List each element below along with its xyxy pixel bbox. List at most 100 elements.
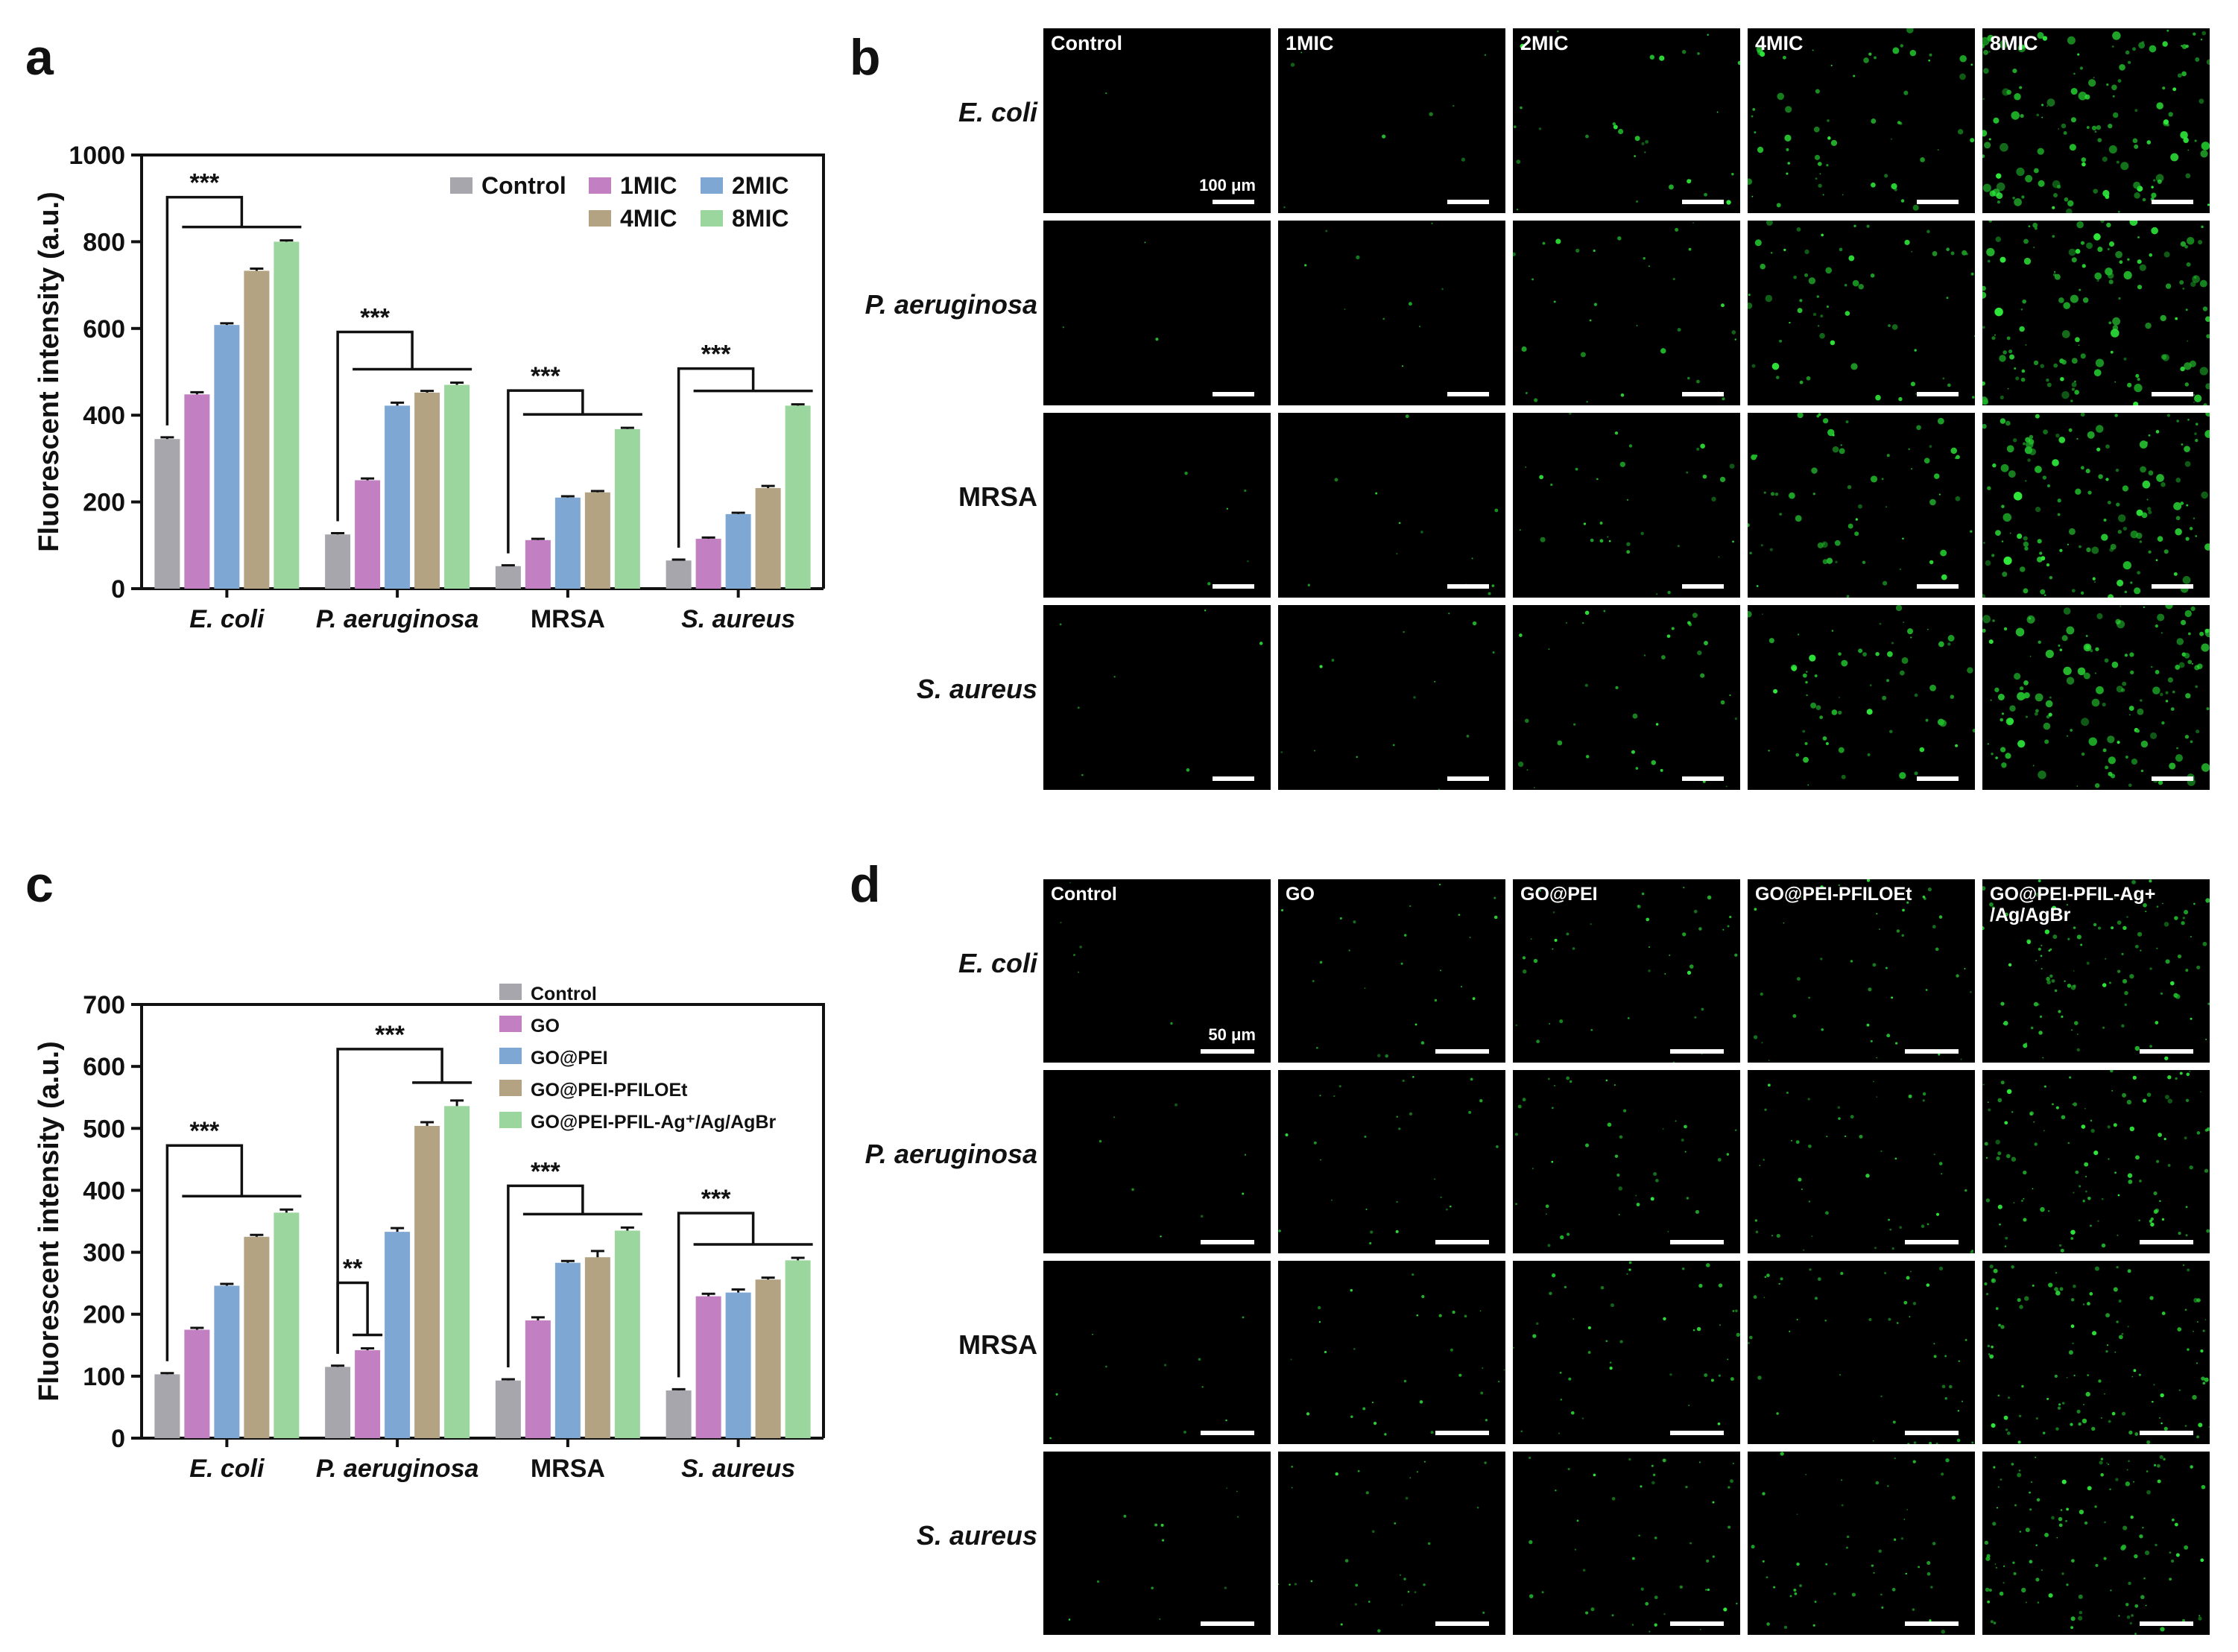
fluorescent-speck — [2074, 1021, 2079, 1025]
fluorescent-speck — [1830, 64, 1833, 66]
scale-bar — [1447, 200, 1489, 204]
fluorescent-speck — [2175, 317, 2178, 320]
fluorescent-speck — [1731, 172, 1734, 176]
fluorescent-speck — [2195, 57, 2200, 62]
fluorescent-speck — [1900, 44, 1904, 48]
micrograph-cell — [1513, 221, 1740, 405]
fluorescent-speck — [2177, 73, 2182, 78]
fluorescent-speck — [1776, 1233, 1780, 1238]
fluorescent-speck — [1996, 1156, 2000, 1161]
fluorescent-speck — [2140, 949, 2142, 952]
fluorescent-speck — [2135, 1155, 2140, 1160]
fluorescent-speck — [1699, 1628, 1701, 1630]
fluorescent-speck — [1896, 929, 1900, 933]
fluorescent-speck — [1675, 227, 1679, 232]
fluorescent-speck — [1353, 920, 1356, 924]
fluorescent-speck — [2108, 145, 2117, 154]
fluorescent-speck — [1872, 963, 1877, 967]
fluorescent-speck — [2025, 1601, 2028, 1604]
fluorescent-speck — [2039, 551, 2043, 555]
chart-a-x-tick-label: S. aureus — [681, 605, 795, 633]
fluorescent-speck — [1751, 195, 1754, 197]
fluorescent-speck — [2186, 262, 2191, 267]
chart-a-significance-bracket — [507, 389, 584, 554]
fluorescent-speck — [1889, 730, 1893, 734]
fluorescent-speck — [1689, 964, 1694, 969]
fluorescent-speck — [1941, 1472, 1944, 1476]
fluorescent-speck — [2181, 921, 2185, 925]
fluorescent-speck — [2164, 1056, 2169, 1060]
fluorescent-speck — [1632, 713, 1638, 719]
fluorescent-speck — [1480, 1391, 1484, 1395]
chart-a-significance-bracket — [677, 367, 755, 548]
fluorescent-speck — [1661, 655, 1666, 659]
fluorescent-speck — [2178, 662, 2185, 668]
fluorescent-speck — [2087, 1486, 2092, 1491]
fluorescent-speck — [2082, 1303, 2085, 1306]
fluorescent-speck — [1814, 1601, 1817, 1604]
fluorescent-speck — [1493, 915, 1498, 920]
fluorescent-speck — [1991, 336, 1996, 341]
fluorescent-speck — [2029, 1508, 2032, 1511]
fluorescent-speck — [1698, 927, 1702, 931]
fluorescent-speck — [1517, 1104, 1522, 1109]
fluorescent-speck — [1988, 221, 1992, 223]
chart-a-bar — [584, 492, 610, 589]
fluorescent-speck — [1883, 580, 1888, 586]
fluorescent-speck — [1407, 1590, 1410, 1593]
fluorescent-speck — [1985, 1587, 1990, 1592]
fluorescent-speck — [2046, 976, 2050, 981]
fluorescent-speck — [1910, 382, 1915, 387]
fluorescent-speck — [1876, 1096, 1878, 1098]
fluorescent-speck — [2185, 693, 2191, 699]
fluorescent-speck — [2110, 350, 2114, 354]
fluorescent-speck — [1395, 1229, 1399, 1233]
fluorescent-speck — [1822, 194, 1824, 196]
fluorescent-speck — [1532, 1168, 1534, 1169]
scale-bar — [1435, 1240, 1489, 1244]
fluorescent-speck — [1496, 1145, 1499, 1148]
fluorescent-speck — [1539, 475, 1544, 480]
chart-c-bar — [495, 1380, 521, 1438]
fluorescent-speck — [1982, 381, 1985, 386]
fluorescent-speck — [1815, 705, 1821, 710]
fluorescent-speck — [2104, 1521, 2106, 1524]
fluorescent-speck — [1681, 49, 1687, 54]
fluorescent-speck — [1927, 887, 1932, 892]
fluorescent-speck — [2155, 624, 2158, 628]
fluorescent-speck — [1560, 1399, 1563, 1401]
fluorescent-speck — [2196, 730, 2200, 734]
micrograph-cell: GO — [1278, 879, 1505, 1063]
micrograph-cell — [1982, 605, 2210, 790]
fluorescent-speck — [1992, 1279, 1994, 1282]
fluorescent-speck — [1910, 636, 1912, 639]
fluorescent-speck — [1705, 1263, 1710, 1268]
fluorescent-speck — [1335, 1472, 1338, 1476]
fluorescent-speck — [2092, 577, 2096, 580]
fluorescent-speck — [2169, 762, 2176, 770]
fluorescent-speck — [1757, 146, 1764, 154]
fluorescent-speck — [2165, 691, 2169, 694]
row-label: MRSA — [958, 481, 1037, 512]
fluorescent-speck — [2071, 387, 2075, 391]
fluorescent-speck — [1198, 1358, 1201, 1361]
fluorescent-speck — [1755, 1230, 1759, 1234]
fluorescent-speck — [1278, 1229, 1281, 1232]
fluorescent-speck — [1413, 696, 1416, 699]
fluorescent-speck — [2113, 1123, 2117, 1127]
fluorescent-speck — [2094, 1266, 2099, 1271]
chart-c-y-tick-label: 400 — [83, 1177, 125, 1205]
fluorescent-speck — [1700, 673, 1705, 678]
fluorescent-speck — [2070, 1626, 2074, 1630]
fluorescent-speck — [2138, 1373, 2141, 1376]
fluorescent-speck — [1907, 1443, 1910, 1444]
fluorescent-speck — [1557, 30, 1559, 33]
fluorescent-speck — [1857, 504, 1862, 509]
fluorescent-speck — [2069, 144, 2076, 151]
scale-bar — [1201, 1621, 1254, 1626]
fluorescent-speck — [2072, 1342, 2074, 1345]
fluorescence-signal — [1513, 30, 1740, 211]
fluorescent-speck — [2160, 632, 2163, 634]
fluorescent-speck — [1899, 568, 1902, 571]
fluorescent-speck — [1650, 1197, 1654, 1201]
